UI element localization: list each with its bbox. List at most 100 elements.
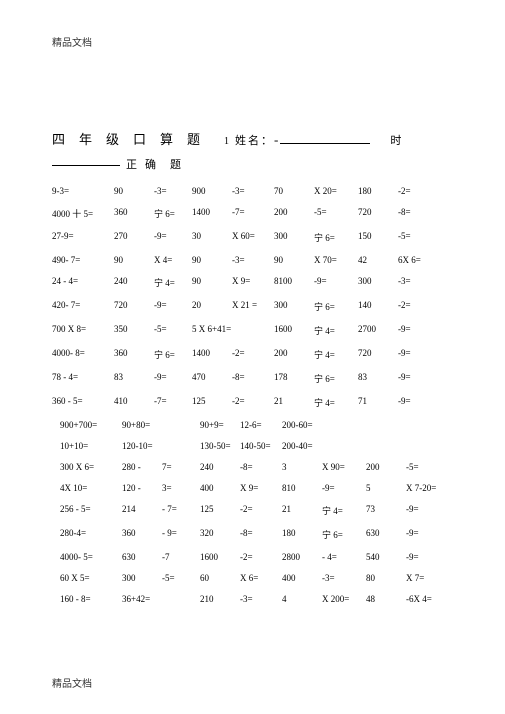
- problem-cell: 540: [366, 552, 406, 562]
- problem-row: 160 - 8=36+42=210-3=4X 200=48-6X 4=: [52, 594, 453, 604]
- problem-cell: 宁 6=: [154, 207, 192, 220]
- problem-cell: -3=: [322, 573, 366, 583]
- problem-cell: -7=: [154, 396, 192, 409]
- problem-cell: -6X 4=: [406, 594, 450, 604]
- problem-cell: 7=: [162, 462, 200, 472]
- problem-cell: -3=: [232, 255, 274, 265]
- problem-cell: -2=: [232, 348, 274, 361]
- problem-cell: 4000 十 5=: [52, 207, 114, 220]
- problem-cell: 90: [114, 186, 154, 196]
- problem-row: 9-3=90-3=900-3=70X 20=180-2=: [52, 186, 453, 196]
- problem-cell: [322, 420, 366, 430]
- problem-cell: 48: [366, 594, 406, 604]
- problem-cell: 256 - 5=: [60, 504, 122, 517]
- problem-row: 60 X 5=300-5=60X 6=400-3=80X 7=: [52, 573, 453, 583]
- problem-cell: X 7=: [406, 573, 450, 583]
- problem-cell: [162, 420, 200, 430]
- problem-cell: [162, 594, 200, 604]
- problem-cell: 宁 4=: [314, 396, 358, 409]
- problem-cell: - 4=: [322, 552, 366, 562]
- problem-cell: 90+9=: [200, 420, 240, 430]
- problem-cell: -3=: [154, 186, 192, 196]
- problem-cell: -2=: [240, 552, 282, 562]
- problem-cell: 3: [282, 462, 322, 472]
- problem-row: 300 X 6=280 -7=240-8=3X 90=200-5=: [52, 462, 453, 472]
- problem-cell: 470: [192, 372, 232, 385]
- problem-row: 4X 10=120 -3=400X 9=810-9=5X 7-20=: [52, 483, 453, 493]
- problem-cell: 1400: [192, 207, 232, 220]
- problem-cell: 27-9=: [52, 231, 114, 244]
- problem-cell: 320: [200, 528, 240, 541]
- problem-cell: 240: [200, 462, 240, 472]
- problem-cell: -9=: [322, 483, 366, 493]
- problem-cell: X 9=: [232, 276, 274, 289]
- problem-cell: 42: [358, 255, 398, 265]
- problem-cell: 900+700=: [60, 420, 122, 430]
- problem-cell: -3=: [240, 594, 282, 604]
- problem-cell: -9=: [406, 552, 450, 562]
- problem-cell: 2700: [358, 324, 398, 337]
- problem-cell: 810: [282, 483, 322, 493]
- problem-cell: 350: [114, 324, 154, 337]
- problem-cell: -8=: [240, 528, 282, 541]
- problem-cell: 70: [274, 186, 314, 196]
- problem-cell: 宁 4=: [314, 348, 358, 361]
- problem-cell: 90: [192, 276, 232, 289]
- problem-cell: 83: [114, 372, 154, 385]
- problem-cell: 210: [200, 594, 240, 604]
- problem-cell: 360: [114, 348, 154, 361]
- problem-cell: 78 - 4=: [52, 372, 114, 385]
- problem-cell: X 20=: [314, 186, 358, 196]
- problem-cell: 420- 7=: [52, 300, 114, 313]
- problem-cell: 140-50=: [240, 441, 282, 451]
- problem-cell: 宁 4=: [154, 276, 192, 289]
- problem-cell: -9=: [314, 276, 358, 289]
- problem-cell: 宁 4=: [314, 324, 358, 337]
- problem-cell: 90: [114, 255, 154, 265]
- problem-cell: 200: [366, 462, 406, 472]
- problem-cell: [162, 441, 200, 451]
- problem-cell: -5=: [406, 462, 450, 472]
- problem-cell: -9=: [406, 504, 450, 517]
- problem-cell: 900: [192, 186, 232, 196]
- problem-cell: 30: [192, 231, 232, 244]
- problem-cell: -5=: [398, 231, 442, 244]
- problems-container: 9-3=90-3=900-3=70X 20=180-2=4000 十 5=360…: [52, 186, 453, 604]
- problem-row: 4000 十 5=360宁 6=1400-7=200-5=720-8=: [52, 207, 453, 220]
- problem-cell: 90: [192, 255, 232, 265]
- problem-cell: [406, 441, 450, 451]
- problem-cell: -2=: [398, 186, 442, 196]
- problem-cell: 630: [122, 552, 162, 562]
- problem-cell: 60 X 5=: [60, 573, 122, 583]
- sub-blank: [52, 156, 120, 166]
- problem-cell: 300 X 6=: [60, 462, 122, 472]
- problem-row: 4000- 8=360宁 6=1400-2=200宁 4=720-9=: [52, 348, 453, 361]
- problem-cell: 120-10=: [122, 441, 162, 451]
- sub-correct: 正确: [126, 156, 164, 172]
- problem-cell: -9=: [398, 372, 442, 385]
- problem-cell: [366, 420, 406, 430]
- problem-cell: 200-40=: [282, 441, 322, 451]
- problem-cell: -2=: [232, 396, 274, 409]
- problem-cell: 630: [366, 528, 406, 541]
- problem-row: 256 - 5=214- 7=125-2=21宁 4=73-9=: [52, 504, 453, 517]
- problem-cell: X 9=: [240, 483, 282, 493]
- problem-row: 900+700=90+80=90+9=12-6=200-60=: [52, 420, 453, 430]
- problem-cell: 5: [366, 483, 406, 493]
- problem-cell: -9=: [398, 396, 442, 409]
- problem-cell: 160 - 8=: [60, 594, 122, 604]
- problem-cell: [322, 441, 366, 451]
- problem-cell: -8=: [398, 207, 442, 220]
- problem-row: 360 - 5=410-7=125-2=21宁 4=71-9=: [52, 396, 453, 409]
- problem-cell: 300: [274, 300, 314, 313]
- problem-cell: X 4=: [154, 255, 192, 265]
- problem-cell: 178: [274, 372, 314, 385]
- problem-cell: [366, 441, 406, 451]
- problem-cell: [232, 324, 274, 337]
- time-label: 时: [390, 132, 403, 148]
- title-row: 四年级口算题 1 姓名： - 时: [52, 129, 453, 148]
- problem-cell: 300: [122, 573, 162, 583]
- problem-cell: 200-60=: [282, 420, 322, 430]
- problem-cell: - 9=: [162, 528, 200, 541]
- name-underline: [280, 134, 370, 144]
